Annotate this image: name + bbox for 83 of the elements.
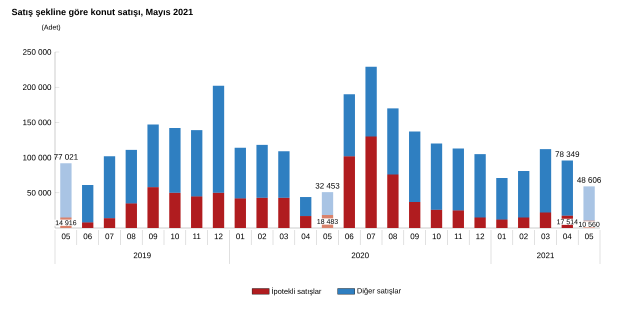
x-tick-label: 12 [476, 234, 484, 240]
bar [365, 66, 377, 136]
bar [518, 217, 530, 228]
bar [474, 154, 486, 218]
bar [169, 128, 181, 193]
bar [82, 222, 94, 228]
bar [234, 148, 246, 198]
bar [344, 94, 355, 156]
x-tick-label: 05 [323, 234, 332, 240]
bar [82, 185, 94, 222]
x-tick-label: 01 [236, 234, 244, 240]
text: 2019 [134, 252, 151, 258]
bar [104, 156, 116, 218]
bar [191, 130, 202, 196]
data-label: 78 349 [555, 151, 580, 157]
bar [169, 192, 181, 228]
bar [387, 174, 399, 228]
x-tick-label: 02 [520, 234, 528, 240]
x-tick-label: 11 [454, 234, 462, 240]
bar [562, 160, 573, 216]
bar [540, 149, 552, 213]
x-tick-label: 09 [148, 234, 158, 240]
bar [496, 220, 508, 228]
bar [452, 148, 464, 210]
bar [234, 198, 246, 228]
bar [191, 196, 202, 228]
bar [540, 212, 552, 228]
data-label: 48 606 [577, 177, 601, 183]
bar [212, 192, 224, 228]
text: 2021 [537, 252, 554, 258]
bar [212, 86, 224, 193]
x-tick-label: 06 [345, 234, 354, 240]
data-label: 77 021 [54, 154, 78, 160]
bar [104, 218, 116, 228]
y-tick-label: 200 000 [22, 84, 52, 90]
x-tick-label: 04 [302, 234, 310, 240]
bar [409, 132, 420, 202]
bar [278, 151, 290, 198]
x-tick-label: 02 [258, 234, 266, 240]
x-tick-label: 05 [62, 234, 70, 240]
y-tick-label: 150 000 [23, 120, 52, 126]
x-tick-label: 09 [410, 234, 419, 240]
bar [365, 136, 377, 228]
bar [518, 170, 530, 218]
x-tick-label: 08 [388, 234, 397, 240]
bar [300, 216, 312, 228]
x-tick-label: 10 [171, 234, 180, 240]
bar [147, 187, 159, 228]
chart-title: Satış şekline göre konut satışı, Mayıs 2021 [12, 8, 193, 17]
bar [409, 202, 420, 228]
bar [387, 108, 399, 174]
x-tick-label: 01 [498, 234, 506, 240]
x-tick-label: 12 [214, 234, 223, 240]
y-tick-label: 50 000 [27, 190, 52, 196]
bar [452, 210, 464, 228]
bar [256, 144, 268, 198]
x-tick-label: 03 [280, 234, 288, 240]
bar [126, 203, 137, 228]
x-tick-label: 07 [366, 234, 376, 240]
x-tick-label: 04 [563, 234, 572, 240]
x-tick-label: 07 [105, 234, 114, 240]
bar [344, 156, 355, 228]
bar [256, 198, 268, 228]
text: 2020 [352, 252, 369, 258]
bar [430, 210, 442, 228]
x-tick-label: 06 [84, 234, 92, 240]
bar [60, 163, 72, 218]
bar [496, 178, 508, 220]
bar [474, 217, 486, 228]
bar [322, 192, 334, 215]
x-tick-label: 05 [584, 234, 594, 240]
x-tick-label: 11 [193, 234, 200, 240]
x-tick-label: 08 [127, 234, 136, 240]
bar [430, 144, 442, 210]
y-tick-label: 250 000 [22, 49, 52, 55]
data-label: 32 453 [316, 182, 340, 189]
x-tick-label: 10 [432, 234, 441, 240]
bar [300, 197, 312, 216]
bar [278, 198, 290, 228]
bar [126, 150, 137, 204]
y-tick-label: 100 000 [23, 154, 52, 160]
x-tick-label: 03 [541, 234, 550, 240]
bar [147, 124, 159, 188]
